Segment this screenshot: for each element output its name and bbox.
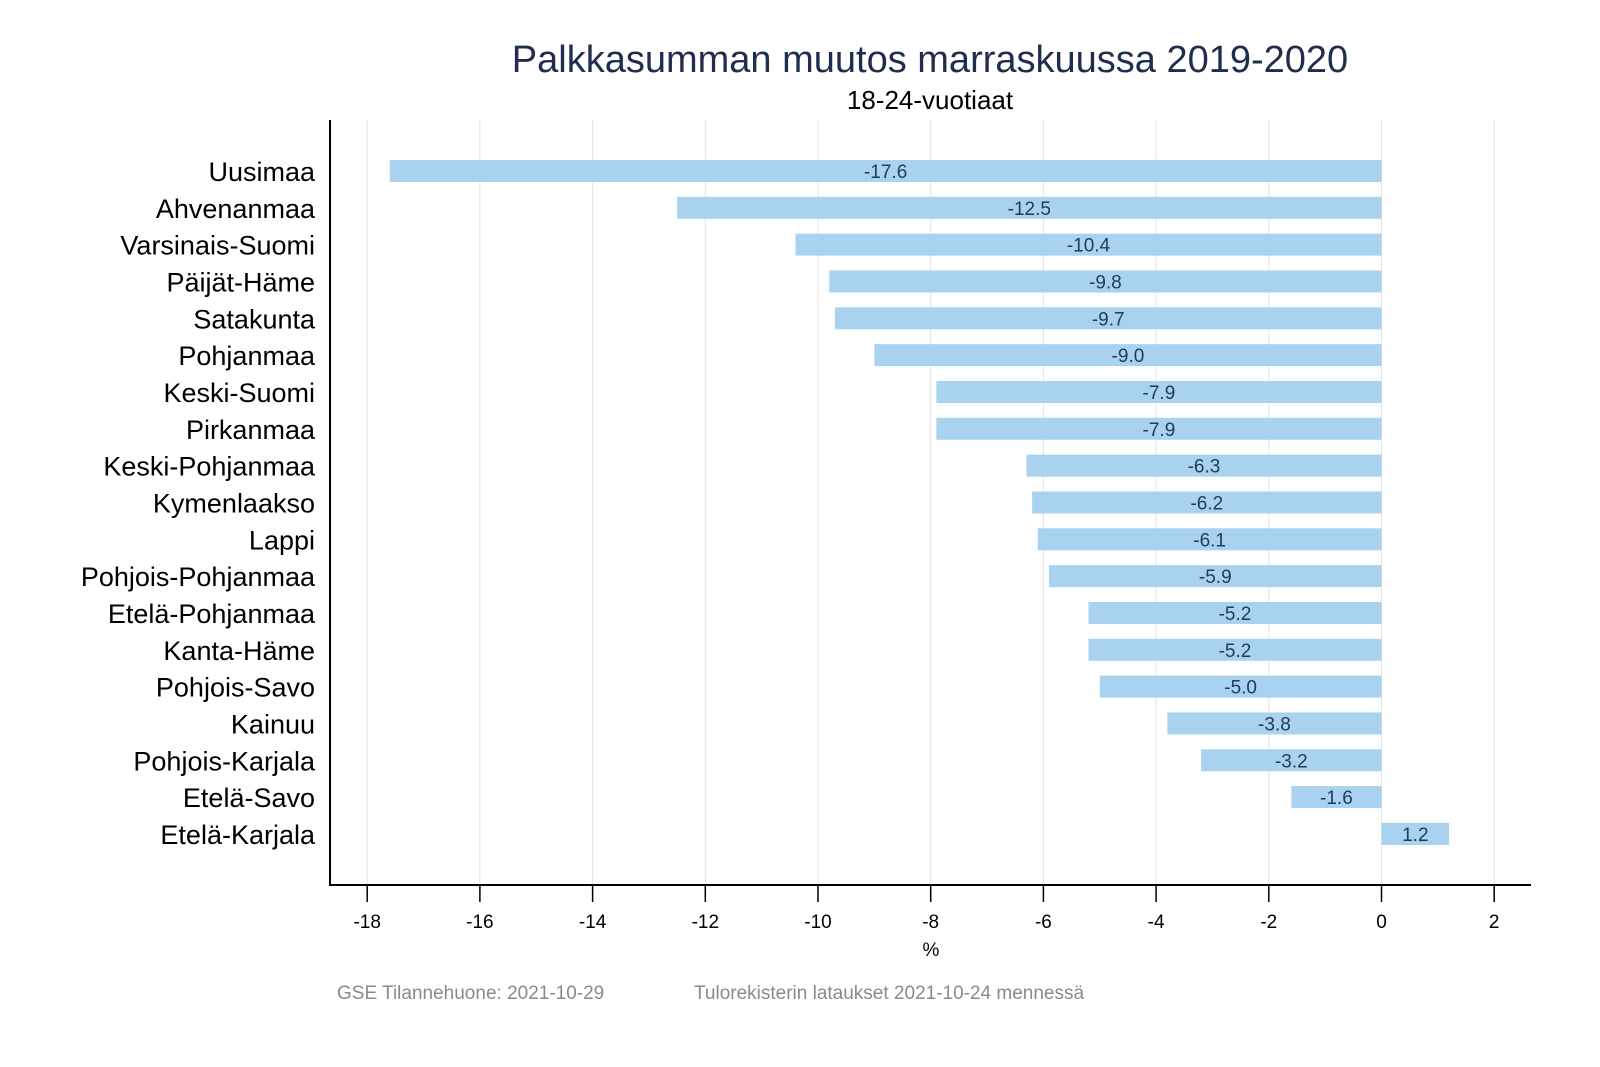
bar-value-label: -17.6: [864, 162, 907, 183]
category-label: Kainuu: [231, 709, 315, 739]
bar: [389, 160, 1382, 182]
category-label: Uusimaa: [208, 157, 316, 187]
category-label: Päijät-Häme: [166, 267, 315, 297]
bar: [1037, 528, 1382, 551]
bar-value-label: -12.5: [1008, 199, 1051, 220]
x-tick-label: -12: [692, 912, 719, 933]
bar-value-label: -6.1: [1193, 530, 1226, 551]
bars: [389, 160, 1450, 845]
data-labels: -17.6 -12.5 -10.4 -9.8 -9.7 -9.0 -7.9 -7.9 -6.3 -…: [864, 162, 1429, 846]
bar-value-label: -5.0: [1224, 678, 1257, 699]
bar: [874, 344, 1382, 367]
bar: [1291, 786, 1382, 809]
bar: [677, 196, 1382, 219]
bar: [936, 380, 1382, 403]
chart-title: Palkkasumman muutos marraskuussa 2019-20…: [512, 39, 1348, 81]
x-tick-label: 2: [1489, 912, 1500, 933]
x-tick-label: 0: [1376, 912, 1387, 933]
bar: [829, 270, 1382, 293]
bar-value-label: -6.3: [1188, 457, 1221, 478]
x-tick-label: -10: [804, 912, 831, 933]
x-axis-title: %: [923, 940, 940, 961]
category-label: Pirkanmaa: [186, 415, 316, 445]
category-label: Pohjois-Pohjanmaa: [81, 562, 316, 592]
bar: [936, 417, 1382, 440]
category-label: Satakunta: [193, 304, 316, 334]
bar-value-label: -3.8: [1258, 714, 1291, 735]
category-label: Kymenlaakso: [153, 488, 315, 518]
bar-value-label: -5.9: [1199, 567, 1232, 588]
category-label: Keski-Suomi: [163, 378, 315, 408]
bar-value-label: -9.0: [1112, 346, 1145, 367]
category-label: Etelä-Savo: [183, 783, 315, 813]
footer-source: GSE Tilannehuone: 2021-10-29: [337, 983, 604, 1004]
bar: [1049, 565, 1382, 588]
x-tick-label: -6: [1035, 912, 1052, 933]
category-label: Pohjanmaa: [178, 341, 316, 371]
bar: [1026, 454, 1382, 477]
x-axis-ticks: -18 -16 -14 -12 -10 -8 -6 -4 -2 0 2: [353, 885, 1499, 933]
bar-value-label: -1.6: [1320, 788, 1353, 809]
category-label: Pohjois-Karjala: [133, 746, 316, 776]
bar: [1088, 638, 1382, 661]
bar-value-label: 1.2: [1402, 825, 1428, 846]
x-tick-label: -14: [579, 912, 607, 933]
bar-value-label: -3.2: [1275, 751, 1308, 772]
x-tick-label: -4: [1148, 912, 1165, 933]
bar-value-label: -6.2: [1190, 493, 1223, 514]
bar-value-label: -7.9: [1143, 383, 1176, 404]
chart-subtitle: 18-24-vuotiaat: [847, 85, 1014, 115]
category-label: Lappi: [249, 525, 315, 555]
bar: [1099, 675, 1382, 698]
category-label: Kanta-Häme: [163, 636, 315, 666]
bar: [1381, 822, 1450, 845]
x-tick-label: -18: [353, 912, 380, 933]
category-label: Etelä-Pohjanmaa: [108, 599, 316, 629]
bar-value-label: -10.4: [1067, 236, 1111, 257]
bar: [834, 307, 1382, 330]
category-label: Etelä-Karjala: [160, 820, 316, 850]
bar: [1167, 712, 1382, 735]
bar: [1201, 749, 1382, 772]
bar-value-label: -9.7: [1092, 309, 1125, 330]
category-label: Ahvenanmaa: [156, 194, 316, 224]
bar-value-label: -7.9: [1143, 420, 1176, 441]
bar-value-label: -5.2: [1219, 641, 1252, 662]
bar: [1088, 601, 1382, 624]
x-tick-label: -8: [922, 912, 939, 933]
bar: [795, 233, 1382, 256]
footer-note: Tulorekisterin lataukset 2021-10-24 menn…: [694, 983, 1084, 1004]
category-label: Varsinais-Suomi: [120, 231, 315, 261]
bar: [1032, 491, 1382, 514]
bar-value-label: -5.2: [1219, 604, 1252, 625]
x-tick-label: -2: [1260, 912, 1277, 933]
category-labels: Uusimaa Ahvenanmaa Varsinais-Suomi Päijät-H…: [81, 157, 316, 850]
x-tick-label: -16: [466, 912, 493, 933]
category-label: Pohjois-Savo: [156, 673, 315, 703]
bar-value-label: -9.8: [1089, 272, 1122, 293]
category-label: Keski-Pohjanmaa: [103, 452, 316, 482]
